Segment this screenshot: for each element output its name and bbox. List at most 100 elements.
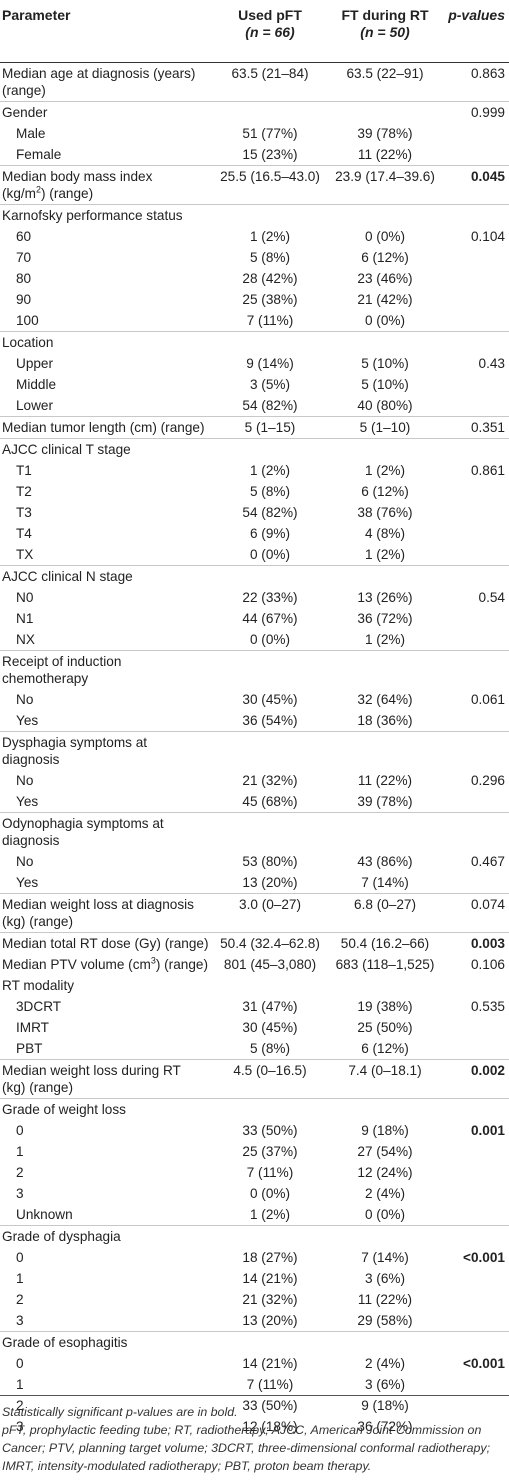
row-p-value: 0.351 bbox=[445, 415, 509, 438]
header-ft-during-rt: FT during RT (n = 50) bbox=[325, 0, 445, 63]
table-bottom-rule bbox=[0, 1395, 509, 1396]
row-used-pft-value: 28 (42%) bbox=[242, 270, 298, 286]
row-used-pft-value: 51 (77%) bbox=[242, 125, 298, 141]
table-row: Unknown 1 (2%) 0 (0%) bbox=[0, 1204, 509, 1226]
row-parameter: Grade of weight loss bbox=[0, 1097, 215, 1120]
row-ft-during-rt-value: 11 (22%) bbox=[357, 146, 413, 162]
row-ft-during-rt-value bbox=[325, 564, 445, 587]
row-parameter: 2 bbox=[16, 1164, 24, 1180]
row-ft-during-rt-value: 12 (24%) bbox=[357, 1164, 413, 1180]
row-parameter: N1 bbox=[16, 610, 34, 626]
row-parameter: 70 bbox=[16, 249, 32, 265]
row-ft-during-rt-value bbox=[325, 649, 445, 689]
row-p-value bbox=[445, 629, 509, 651]
row-used-pft-value: 5 (8%) bbox=[249, 483, 291, 499]
row-used-pft-value: 4.5 (0–16.5) bbox=[215, 1058, 325, 1098]
table-row: 3DCRT 31 (47%) 19 (38%) 0.535 bbox=[0, 996, 509, 1017]
row-used-pft-value: 54 (82%) bbox=[242, 397, 298, 413]
row-used-pft-value: 45 (68%) bbox=[242, 793, 298, 809]
row-parameter: 100 bbox=[16, 312, 39, 328]
row-ft-during-rt-value bbox=[325, 1330, 445, 1353]
row-used-pft-value: 5 (1–15) bbox=[215, 415, 325, 438]
row-parameter: 90 bbox=[16, 291, 32, 307]
row-ft-during-rt-value: 27 (54%) bbox=[357, 1143, 413, 1159]
row-p-value bbox=[445, 791, 509, 813]
row-parameter: Location bbox=[0, 330, 215, 353]
table-row: Yes 13 (20%) 7 (14%) bbox=[0, 872, 509, 894]
row-used-pft-value: 1 (2%) bbox=[249, 462, 291, 478]
row-parameter: Female bbox=[16, 146, 62, 162]
row-parameter: 1 bbox=[16, 1270, 24, 1286]
table-row: 3 12 (18%) 36 (72%) bbox=[0, 1416, 509, 1437]
row-ft-during-rt-value bbox=[325, 437, 445, 460]
row-ft-during-rt-value: 23 (46%) bbox=[357, 270, 413, 286]
table-row: No 21 (32%) 11 (22%) 0.296 bbox=[0, 770, 509, 791]
row-used-pft-value: 1 (2%) bbox=[249, 228, 291, 244]
table-row: Median PTV volume (cm3) (range) 801 (45–3… bbox=[0, 954, 509, 975]
row-ft-during-rt-value bbox=[325, 811, 445, 851]
row-ft-during-rt-value: 1 (2%) bbox=[364, 546, 406, 562]
row-parameter: Odynophagia symptoms at diagnosis bbox=[0, 811, 215, 851]
row-used-pft-value: 6 (9%) bbox=[249, 525, 291, 541]
row-p-value bbox=[445, 268, 509, 289]
table-row: 90 25 (38%) 21 (42%) bbox=[0, 289, 509, 310]
row-ft-during-rt-value: 2 (4%) bbox=[364, 1185, 406, 1201]
row-used-pft-value bbox=[215, 811, 325, 851]
row-parameter: TX bbox=[16, 546, 34, 562]
row-p-value bbox=[445, 123, 509, 144]
row-p-value: 0.54 bbox=[478, 589, 505, 605]
row-p-value bbox=[445, 289, 509, 310]
row-p-value bbox=[445, 710, 509, 732]
table-row: 1 25 (37%) 27 (54%) bbox=[0, 1141, 509, 1162]
row-p-value bbox=[445, 608, 509, 629]
table-row: N0 22 (33%) 13 (26%) 0.54 bbox=[0, 587, 509, 608]
table-row: T2 5 (8%) 6 (12%) bbox=[0, 481, 509, 502]
row-parameter: Median age at diagnosis (years) (range) bbox=[0, 61, 215, 101]
table-row: T4 6 (9%) 4 (8%) bbox=[0, 523, 509, 544]
row-ft-during-rt-value bbox=[325, 1097, 445, 1120]
row-used-pft-value: 21 (32%) bbox=[242, 1291, 298, 1307]
row-parameter: Yes bbox=[16, 874, 39, 890]
table-row: Receipt of induction chemotherapy bbox=[0, 649, 509, 689]
row-parameter: 80 bbox=[16, 270, 32, 286]
row-ft-during-rt-value: 11 (22%) bbox=[357, 772, 413, 788]
row-used-pft-value: 33 (50%) bbox=[242, 1397, 298, 1413]
table-row: TX 0 (0%) 1 (2%) bbox=[0, 544, 509, 566]
row-p-value bbox=[445, 502, 509, 523]
table-row: No 53 (80%) 43 (86%) 0.467 bbox=[0, 851, 509, 872]
row-parameter: T1 bbox=[16, 462, 32, 478]
row-ft-during-rt-value: 36 (72%) bbox=[357, 1418, 413, 1434]
row-used-pft-value: 30 (45%) bbox=[242, 691, 298, 707]
row-ft-during-rt-value: 36 (72%) bbox=[357, 610, 413, 626]
row-parameter: Grade of dysphagia bbox=[0, 1224, 215, 1247]
row-parameter: T3 bbox=[16, 504, 32, 520]
table-row: 2 21 (32%) 11 (22%) bbox=[0, 1289, 509, 1310]
row-p-value bbox=[445, 481, 509, 502]
row-p-value bbox=[445, 564, 509, 587]
row-used-pft-value: 30 (45%) bbox=[242, 1019, 298, 1035]
row-p-value bbox=[445, 1204, 509, 1226]
row-p-value: 0.045 bbox=[445, 164, 509, 204]
row-ft-during-rt-value: 6.8 (0–27) bbox=[325, 892, 445, 932]
row-ft-during-rt-value: 3 (6%) bbox=[364, 1376, 406, 1392]
table-row: 0 18 (27%) 7 (14%) <0.001 bbox=[0, 1247, 509, 1268]
row-p-value bbox=[445, 203, 509, 226]
table-row: Location bbox=[0, 330, 509, 353]
header-row: Parameter Used pFT (n = 66) FT during RT(… bbox=[0, 0, 509, 63]
row-used-pft-value: 0 (0%) bbox=[249, 546, 291, 562]
row-parameter: 0 bbox=[16, 1355, 24, 1371]
row-used-pft-value: 15 (23%) bbox=[242, 146, 298, 162]
table-row: Median body mass index (kg/m2) (range) 25.… bbox=[0, 164, 509, 204]
row-parameter: 1 bbox=[16, 1376, 24, 1392]
row-parameter: AJCC clinical N stage bbox=[0, 564, 215, 587]
table-row: AJCC clinical N stage bbox=[0, 564, 509, 587]
row-used-pft-value: 33 (50%) bbox=[242, 1122, 298, 1138]
row-ft-during-rt-value bbox=[325, 100, 445, 123]
row-ft-during-rt-value: 1 (2%) bbox=[364, 631, 406, 647]
row-used-pft-value: 50.4 (32.4–62.8) bbox=[215, 931, 325, 954]
row-p-value: 0.002 bbox=[445, 1058, 509, 1098]
row-ft-during-rt-value: 0 (0%) bbox=[364, 312, 406, 328]
row-used-pft-value: 7 (11%) bbox=[246, 1376, 294, 1392]
row-ft-during-rt-value: 2 (4%) bbox=[364, 1355, 406, 1371]
row-used-pft-value: 44 (67%) bbox=[242, 610, 298, 626]
